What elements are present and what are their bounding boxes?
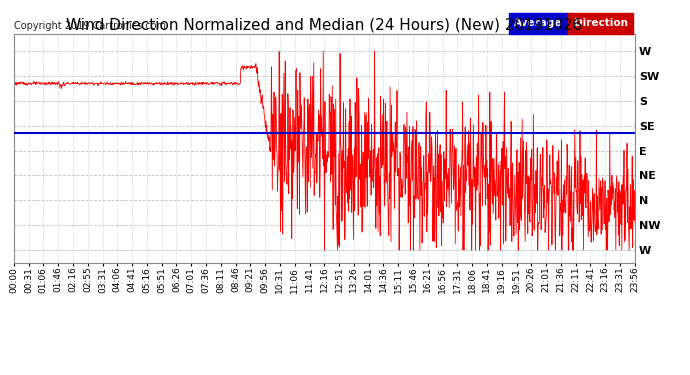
Text: Average: Average: [514, 18, 563, 28]
Title: Wind Direction Normalized and Median (24 Hours) (New) 20191026: Wind Direction Normalized and Median (24…: [66, 18, 582, 33]
Text: Direction: Direction: [573, 18, 628, 28]
Text: Copyright 2019 Cartronics.com: Copyright 2019 Cartronics.com: [14, 21, 166, 32]
